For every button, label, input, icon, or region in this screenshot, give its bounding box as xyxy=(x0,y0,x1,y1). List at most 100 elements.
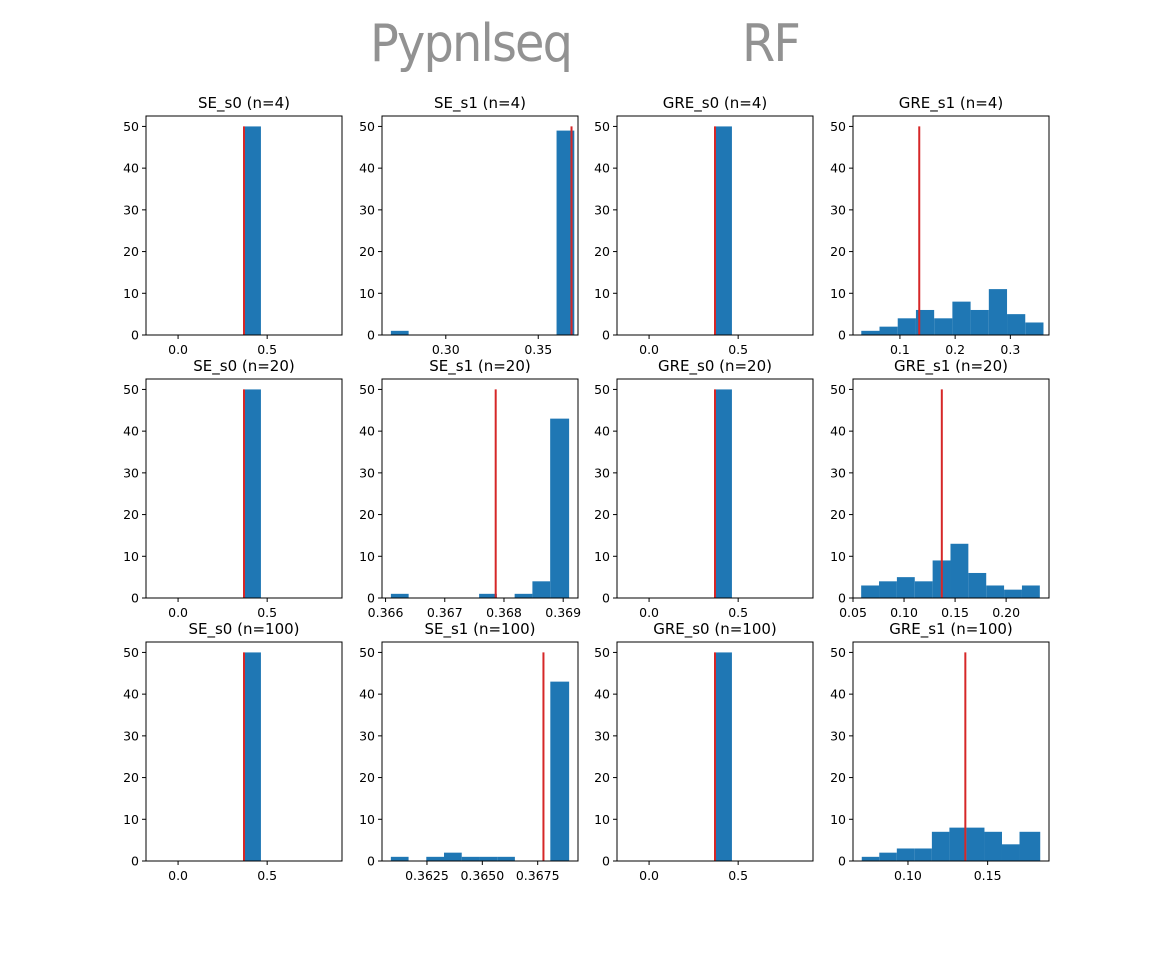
histogram-bar xyxy=(1001,844,1020,861)
subplot-9: SE_s0 (n=100) 0 10 20 30 40 50 0.0 0.5 xyxy=(123,620,343,883)
histogram-bar xyxy=(952,301,971,335)
x-tick-label: 0.0 xyxy=(168,605,188,620)
y-tick-label: 0 xyxy=(838,328,846,343)
y-tick-label: 10 xyxy=(359,549,375,564)
subplot-1: SE_s0 (n=4) 0 10 20 30 40 50 0.0 0.5 xyxy=(123,94,343,357)
y-tick-label: 20 xyxy=(123,507,139,522)
histogram-bar xyxy=(715,389,732,598)
subplot-10: SE_s1 (n=100) 0 10 20 30 40 50 0.3625 0.3650 0.36… xyxy=(359,620,579,883)
y-tick-label: 30 xyxy=(123,728,139,743)
histogram-bar xyxy=(1004,589,1022,598)
y-tick-label: 0 xyxy=(602,328,610,343)
axes-frame xyxy=(381,378,579,599)
y-tick-label: 40 xyxy=(830,424,846,439)
subplot-title: SE_s0 (n=4) xyxy=(198,94,290,113)
y-tick-label: 30 xyxy=(594,465,610,480)
x-tick-label: 0.30 xyxy=(432,342,460,357)
axes-frame xyxy=(616,378,814,599)
x-tick-label: 0.5 xyxy=(728,605,748,620)
y-tick-label: 50 xyxy=(594,119,610,134)
y-tick-label: 0 xyxy=(131,591,139,606)
y-tick-label: 20 xyxy=(830,770,846,785)
y-tick-label: 50 xyxy=(359,382,375,397)
y-tick-label: 0 xyxy=(131,328,139,343)
axes-frame xyxy=(381,641,579,862)
subplot-title: GRE_s1 (n=20) xyxy=(894,357,1008,376)
histogram-bar xyxy=(426,856,445,861)
y-tick-label: 40 xyxy=(830,687,846,702)
y-tick-label: 10 xyxy=(123,286,139,301)
y-tick-label: 30 xyxy=(594,202,610,217)
y-tick-label: 50 xyxy=(830,645,846,660)
axes-frame xyxy=(616,115,814,336)
histogram-bar xyxy=(390,856,409,861)
x-tick-label: 0.05 xyxy=(839,605,867,620)
histogram-bar xyxy=(715,126,732,335)
histogram-bar xyxy=(988,289,1008,335)
y-tick-label: 40 xyxy=(359,687,375,702)
subplot-title: SE_s0 (n=20) xyxy=(193,357,295,376)
x-tick-label: 0.2 xyxy=(945,342,965,357)
histogram-bar xyxy=(966,827,985,861)
axes-frame xyxy=(852,641,1050,862)
histogram-bar xyxy=(970,309,989,335)
y-tick-label: 50 xyxy=(594,645,610,660)
x-tick-label: 0.5 xyxy=(257,342,277,357)
y-tick-label: 50 xyxy=(359,119,375,134)
y-tick-label: 0 xyxy=(838,854,846,869)
x-tick-label: 0.3625 xyxy=(405,868,449,883)
y-tick-label: 40 xyxy=(594,424,610,439)
x-tick-label: 0.35 xyxy=(524,342,552,357)
histogram-bar xyxy=(550,418,570,598)
y-tick-label: 10 xyxy=(123,812,139,827)
subplot-title: GRE_s0 (n=20) xyxy=(658,357,772,376)
subplot-2: SE_s1 (n=4) 0 10 20 30 40 50 0.30 0.35 xyxy=(359,94,579,357)
y-tick-label: 40 xyxy=(594,161,610,176)
y-tick-label: 40 xyxy=(123,424,139,439)
x-tick-label: 0.5 xyxy=(257,868,277,883)
x-tick-label: 0.368 xyxy=(486,605,522,620)
histogram-bar xyxy=(1019,831,1041,861)
y-tick-label: 50 xyxy=(123,119,139,134)
subplot-11: GRE_s0 (n=100) 0 10 20 30 40 50 0.0 0.5 xyxy=(594,620,814,883)
y-tick-label: 20 xyxy=(594,507,610,522)
histogram-bar xyxy=(497,856,515,861)
x-tick-label: 0.0 xyxy=(639,868,659,883)
subplot-4: GRE_s1 (n=4) 0 10 20 30 40 50 0.1 0.2 0.3 xyxy=(830,94,1050,357)
histogram-bar xyxy=(444,852,462,861)
x-tick-label: 0.369 xyxy=(545,605,581,620)
y-tick-label: 10 xyxy=(123,549,139,564)
histogram-bar xyxy=(861,856,880,861)
y-tick-label: 20 xyxy=(594,244,610,259)
axes-frame xyxy=(852,378,1050,599)
y-tick-label: 30 xyxy=(359,728,375,743)
histogram-bar xyxy=(461,856,480,861)
y-tick-label: 50 xyxy=(359,645,375,660)
y-tick-label: 20 xyxy=(359,770,375,785)
x-tick-label: 0.367 xyxy=(427,605,463,620)
y-tick-label: 50 xyxy=(123,645,139,660)
y-tick-label: 10 xyxy=(594,286,610,301)
y-tick-label: 0 xyxy=(602,854,610,869)
y-tick-label: 40 xyxy=(123,161,139,176)
y-tick-label: 50 xyxy=(830,382,846,397)
y-tick-label: 0 xyxy=(367,854,375,869)
histogram-bar xyxy=(244,126,261,335)
histogram-bar xyxy=(479,856,498,861)
histogram-bar xyxy=(550,681,570,861)
x-tick-label: 0.1 xyxy=(890,342,910,357)
histogram-bar xyxy=(1021,585,1040,598)
subplot-title: GRE_s1 (n=100) xyxy=(889,620,1013,639)
y-tick-label: 40 xyxy=(359,161,375,176)
histogram-bar xyxy=(244,389,261,598)
histogram-bar xyxy=(715,652,732,861)
handwritten-label-left: Pypnlseq xyxy=(370,14,573,74)
x-tick-label: 0.15 xyxy=(941,605,969,620)
y-tick-label: 30 xyxy=(830,465,846,480)
y-tick-label: 10 xyxy=(594,549,610,564)
subplot-title: GRE_s0 (n=4) xyxy=(663,94,767,113)
axes-frame xyxy=(145,378,343,599)
subplot-6: SE_s1 (n=20) 0 10 20 30 40 50 0.366 0.367 0.368 0.… xyxy=(359,357,581,620)
y-tick-label: 0 xyxy=(367,328,375,343)
axes-frame xyxy=(145,641,343,862)
